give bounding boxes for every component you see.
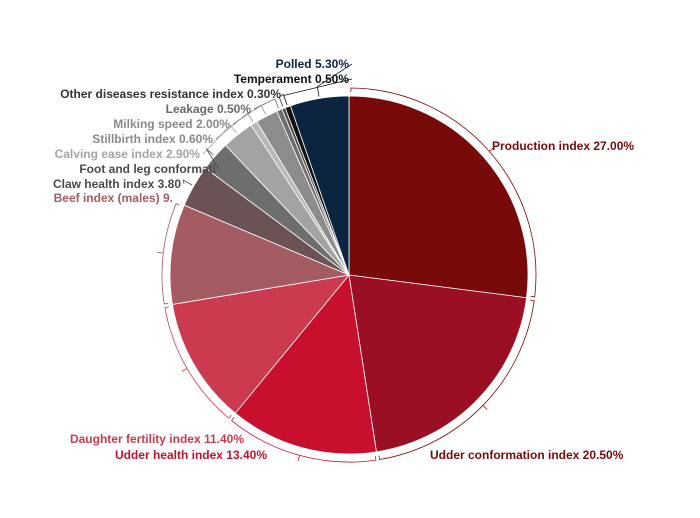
leader-line — [278, 93, 285, 107]
leader-line — [215, 112, 254, 140]
leader-line — [253, 98, 279, 110]
leader-line — [283, 78, 353, 106]
pie-slice-production-index — [348, 95, 529, 299]
leader-line — [182, 179, 193, 186]
pie-slice-udder-health-index — [234, 274, 377, 455]
leader-line — [164, 306, 232, 419]
slice-label: Polled 5.30% — [276, 57, 350, 71]
pie-slice-beef-index-males — [169, 204, 351, 305]
slice-label: Temperament 0.50% — [234, 72, 349, 86]
slice-label: Calving ease index 2.90% — [55, 147, 201, 161]
leader-line — [231, 417, 377, 463]
leader-line — [157, 203, 180, 305]
slice-label: Stillbirth index 0.60% — [92, 132, 213, 146]
leader-line — [316, 63, 353, 97]
leader-line — [205, 148, 220, 170]
pie-slice-udder-conformation-index — [348, 274, 527, 453]
leader-lines — [157, 63, 537, 463]
slice-label: Other diseases resistance index 0.30% — [60, 87, 281, 101]
leader-line — [350, 87, 537, 298]
leader-line — [202, 124, 237, 155]
slice-label: Daughter fertility index 11.40% — [70, 432, 244, 446]
slice-label: Udder conformation index 20.50% — [430, 448, 624, 462]
slice-label: Udder health index 13.40% — [115, 448, 267, 462]
slice-label: Beef index (males) 9. — [54, 191, 173, 205]
pie-slice-polled — [289, 95, 350, 276]
slice-label: Milking speed 2.00% — [113, 117, 230, 131]
pie-slice-daughter-fertility-index — [171, 274, 350, 414]
slice-label: Leakage 0.50% — [166, 102, 252, 116]
leader-line — [378, 299, 535, 460]
slice-labels: Production index 27.00% Udder conformatio… — [53, 57, 634, 462]
slice-label: Claw health index 3.80 — [53, 177, 181, 191]
slice-label: Production index 27.00% — [492, 139, 634, 153]
slice-label: Foot and leg conformati — [79, 162, 216, 176]
pie-slices — [169, 95, 529, 455]
